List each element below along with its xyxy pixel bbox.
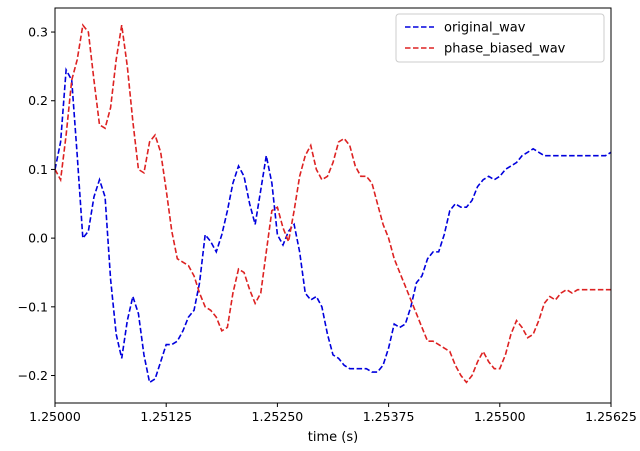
- axes-frame: [54, 7, 612, 404]
- y-tick-label: −0.1: [18, 299, 48, 314]
- plot-area: [55, 23, 611, 384]
- x-tick-label: 1.25375: [363, 409, 415, 424]
- x-tick-label: 1.25250: [252, 409, 304, 424]
- series-line-phase-biased-wav: [55, 23, 611, 384]
- x-tick-label: 1.25500: [474, 409, 526, 424]
- y-tick-label: 0.3: [28, 25, 48, 40]
- y-tick-label: 0.0: [28, 231, 48, 246]
- y-tick-label: 0.2: [28, 93, 48, 108]
- legend: original_wav phase_biased_wav: [395, 13, 605, 63]
- x-tick-label: 1.25625: [585, 409, 637, 424]
- legend-label: phase_biased_wav: [444, 42, 566, 57]
- x-tick-label: 1.25000: [29, 409, 81, 424]
- y-tick-label: −0.2: [18, 368, 48, 383]
- y-tick-label: 0.1: [28, 162, 48, 177]
- legend-label: original_wav: [444, 21, 526, 36]
- axes: −0.2 −0.1 0.0 0.1 0.2 0.3 1.25000 1.25125 1.2525…: [18, 7, 637, 424]
- series-line-original-wav: [55, 67, 611, 384]
- x-axis-title: time (s): [308, 430, 358, 445]
- x-tick-label: 1.25125: [140, 409, 192, 424]
- legend-box: [395, 13, 605, 63]
